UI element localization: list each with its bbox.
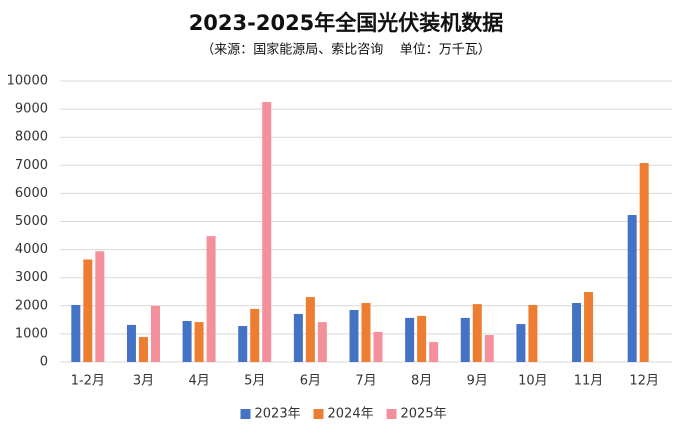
- bar: [361, 302, 371, 362]
- x-tick-label: 9月: [467, 374, 488, 389]
- y-tick-label: 5000: [15, 214, 48, 229]
- x-tick-label: 12月: [629, 374, 659, 389]
- bar: [317, 322, 327, 362]
- x-tick-label: 6月: [300, 374, 321, 389]
- bar: [138, 336, 148, 362]
- bar: [305, 297, 315, 362]
- y-tick-label: 4000: [15, 242, 48, 257]
- x-tick-label: 5月: [244, 374, 265, 389]
- bar: [516, 324, 526, 362]
- x-tick-label: 10月: [518, 374, 548, 389]
- bar: [429, 342, 439, 362]
- y-tick-label: 7000: [15, 158, 48, 173]
- bar: [293, 313, 303, 362]
- y-tick-label: 6000: [15, 186, 48, 201]
- bar: [95, 251, 105, 362]
- bar: [126, 324, 136, 362]
- legend-label: 2024年: [328, 407, 374, 422]
- bar: [460, 317, 470, 362]
- y-tick-label: 0: [40, 355, 48, 370]
- legend-label: 2023年: [255, 407, 301, 422]
- y-tick-label: 8000: [15, 130, 48, 145]
- x-tick-label: 8月: [411, 374, 432, 389]
- bar: [373, 331, 383, 362]
- bar: [238, 326, 248, 362]
- bar: [405, 317, 415, 362]
- bar: [83, 259, 93, 362]
- bar: [194, 322, 204, 362]
- y-tick-label: 3000: [15, 270, 48, 285]
- bar: [639, 163, 649, 362]
- chart-title: 2023-2025年全国光伏装机数据: [189, 11, 504, 35]
- legend-swatch: [240, 409, 251, 419]
- bar: [528, 304, 538, 362]
- x-tick-label: 7月: [355, 374, 376, 389]
- x-tick-label: 11月: [574, 374, 604, 389]
- bar: [627, 215, 637, 362]
- x-tick-label: 4月: [188, 374, 209, 389]
- y-tick-label: 2000: [15, 298, 48, 313]
- bar: [417, 315, 427, 362]
- y-tick-label: 9000: [15, 102, 48, 117]
- bar: [150, 305, 160, 362]
- legend-swatch: [313, 409, 324, 419]
- bar: [182, 320, 192, 362]
- y-tick-label: 1000: [15, 326, 48, 341]
- bar: [250, 308, 260, 362]
- bar: [472, 304, 482, 362]
- y-tick-label: 10000: [7, 74, 48, 89]
- bar: [572, 302, 582, 362]
- x-tick-label: 3月: [133, 374, 154, 389]
- bar: [206, 236, 216, 362]
- bar: [484, 335, 494, 362]
- bar: [349, 310, 359, 362]
- bar: [71, 304, 81, 362]
- legend-swatch: [386, 409, 397, 419]
- x-tick-label: 1-2月: [71, 374, 105, 389]
- chart-subtitle: （来源：国家能源局、索比咨询 单位：万千瓦）: [201, 42, 491, 58]
- bar: [262, 102, 272, 362]
- legend-label: 2025年: [401, 407, 447, 422]
- bar: [584, 292, 594, 362]
